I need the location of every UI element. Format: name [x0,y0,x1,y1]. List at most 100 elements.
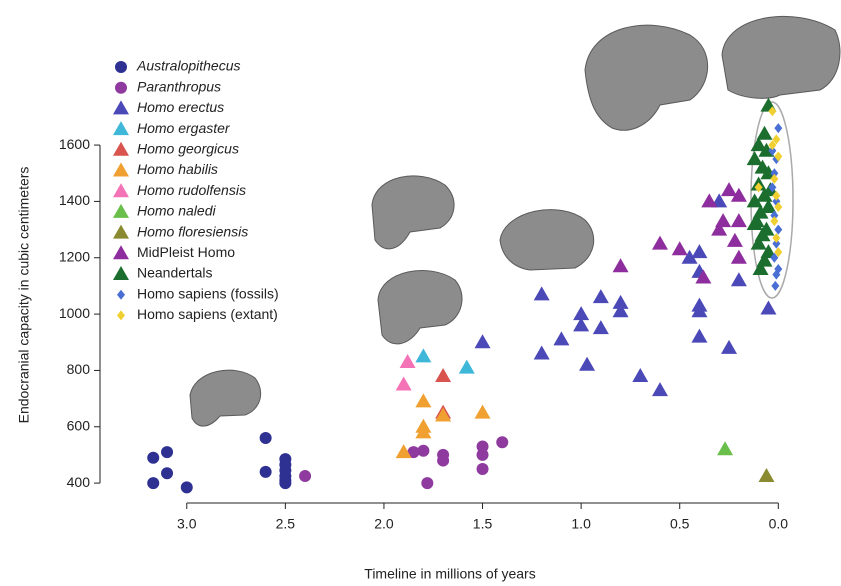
data-point [415,393,432,408]
data-point [279,477,292,490]
legend-label: Homo habilis [137,161,218,177]
data-point [730,187,747,202]
legend-label: Paranthropus [137,78,221,94]
data-point [774,151,783,162]
x-tick-label: 1.5 [473,516,493,532]
x-tick-label: 3.0 [177,516,197,532]
data-point [691,244,708,259]
data-point [772,134,781,145]
data-point [701,193,718,208]
legend-label: Neandertals [137,265,213,281]
data-point [612,303,629,318]
data-point [768,106,777,117]
legend-marker [113,203,129,218]
y-tick-label: 1200 [59,248,90,264]
data-point [721,182,738,197]
data-point [770,173,779,184]
data-point [474,404,491,419]
x-tick-label: 0.5 [670,516,690,532]
data-point [259,432,272,445]
legend-label: Homo floresiensis [137,223,248,239]
data-point [770,168,779,179]
legend-marker [113,224,129,239]
data-point [553,331,570,346]
legend-label: Homo sapiens (extant) [137,306,278,322]
data-point [730,249,747,264]
data-point [395,444,412,459]
data-point [746,193,763,208]
data-point [772,238,781,249]
data-point [752,261,769,276]
data-point [772,269,781,280]
skull [584,24,709,131]
data-point [632,368,649,383]
data-point [592,289,609,304]
legend-label: Homo erectus [137,99,224,115]
data-point [573,317,590,332]
x-tick-label: 0.0 [769,516,789,532]
data-point [259,465,272,478]
legend-label: Homo sapiens (fossils) [137,285,279,301]
data-point [730,272,747,287]
data-point [746,215,763,230]
data-point [774,202,783,213]
y-tick-label: 1400 [59,192,90,208]
data-point [681,249,698,264]
legend-marker [113,100,129,115]
data-point [435,407,452,422]
data-point [395,376,412,391]
legend-label: Homo ergaster [137,120,231,136]
data-point [758,468,775,483]
data-point [756,125,773,140]
skull-illustrations [189,15,841,427]
skull [721,15,841,99]
data-point [754,182,763,193]
data-point [717,441,734,456]
legend-marker [113,162,129,177]
data-point [730,213,747,228]
y-tick-label: 400 [67,474,91,490]
data-point [774,247,783,258]
data-point [458,359,475,374]
legend-label: Homo georgicus [137,141,239,157]
data-point [147,477,160,490]
data-point [721,339,738,354]
data-point [774,123,783,134]
data-point [299,470,312,483]
data-point [474,334,491,349]
data-point [421,477,434,490]
data-point [760,300,777,315]
y-tick-label: 1600 [59,136,90,152]
y-tick-label: 1000 [59,305,90,321]
data-point [691,328,708,343]
y-tick-label: 600 [67,417,91,433]
data-point [437,454,450,467]
data-point [711,221,728,236]
x-axis-title: Timeline in millions of years [364,566,535,582]
data-point [573,306,590,321]
skull [377,269,463,345]
legend-label: Homo naledi [137,203,216,219]
data-point [476,463,489,476]
data-point [652,382,668,397]
data-point [770,216,779,227]
data-point [750,137,767,152]
legend-marker [113,245,129,260]
legend-marker [115,61,127,73]
data-point [533,286,550,301]
legend-marker [113,121,129,136]
data-point [147,451,160,464]
data-point [161,446,174,459]
data-point [750,235,767,250]
data-point [435,368,452,383]
data-point [399,353,416,368]
data-point [770,252,779,263]
data-point [612,258,629,273]
data-point [772,190,781,201]
data-point [161,467,174,480]
data-point [476,440,489,453]
skull [189,369,262,427]
data-point [772,233,781,244]
data-point [579,356,596,371]
